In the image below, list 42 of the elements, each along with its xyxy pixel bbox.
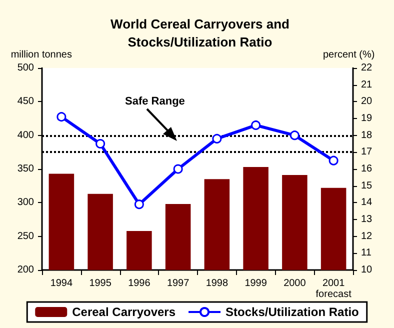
x-tick-label: 2001 forecast [316, 278, 352, 300]
point [56, 112, 66, 122]
point [290, 130, 300, 140]
y2-tick-label: 13 [361, 214, 373, 225]
x-tick-label: 1996 [128, 278, 151, 289]
y-tick-label: 450 [17, 96, 34, 108]
y-tick-label: 500 [17, 62, 34, 74]
y2-tick-label: 22 [361, 62, 373, 74]
y2-tick-label: 16 [361, 164, 373, 174]
y2-tick-label: 11 [361, 248, 372, 259]
x-tick-label: 1998 [206, 278, 228, 289]
y2-axis-title: percent (%) [323, 50, 375, 60]
y-tick-label: 200 [17, 264, 34, 276]
y2-tick-label: 19 [361, 113, 373, 124]
point [96, 139, 106, 148]
y2-tick-label: 10 [361, 264, 373, 276]
x-tick-label: 1997 [166, 278, 190, 289]
x-tick-label: 1995 [89, 278, 112, 289]
point [212, 134, 222, 144]
chart-title: World Cereal Carryovers and Stocks/Utilization Ratio [110, 16, 290, 50]
legend-label: Cereal Carryovers [72, 305, 176, 319]
y-tick-label: 350 [17, 164, 34, 174]
annotation: Safe Range [125, 96, 185, 108]
point [173, 164, 183, 174]
y-axis-title: million tonnes [10, 50, 72, 60]
y-tick-label: 250 [17, 230, 34, 242]
point [134, 200, 144, 210]
x-tick-label: 1999 [244, 278, 268, 289]
y2-tick-label: 14 [361, 197, 373, 208]
y2-tick-label: 15 [361, 180, 373, 192]
y2-tick-label: 21 [361, 79, 373, 90]
y2-tick-label: 12 [361, 230, 373, 242]
point [328, 156, 338, 166]
legend-label: Stocks/Utilization Ratio [226, 305, 359, 319]
y-tick-label: 400 [17, 130, 34, 141]
y2-tick-label: 18 [361, 130, 373, 141]
y2-tick-label: 17 [361, 146, 373, 158]
x-tick-label: 2000 [284, 278, 306, 289]
y-tick-label: 300 [17, 197, 34, 208]
y2-tick-label: 20 [361, 96, 373, 108]
x-tick-label: 1994 [50, 278, 73, 289]
point [251, 120, 261, 130]
